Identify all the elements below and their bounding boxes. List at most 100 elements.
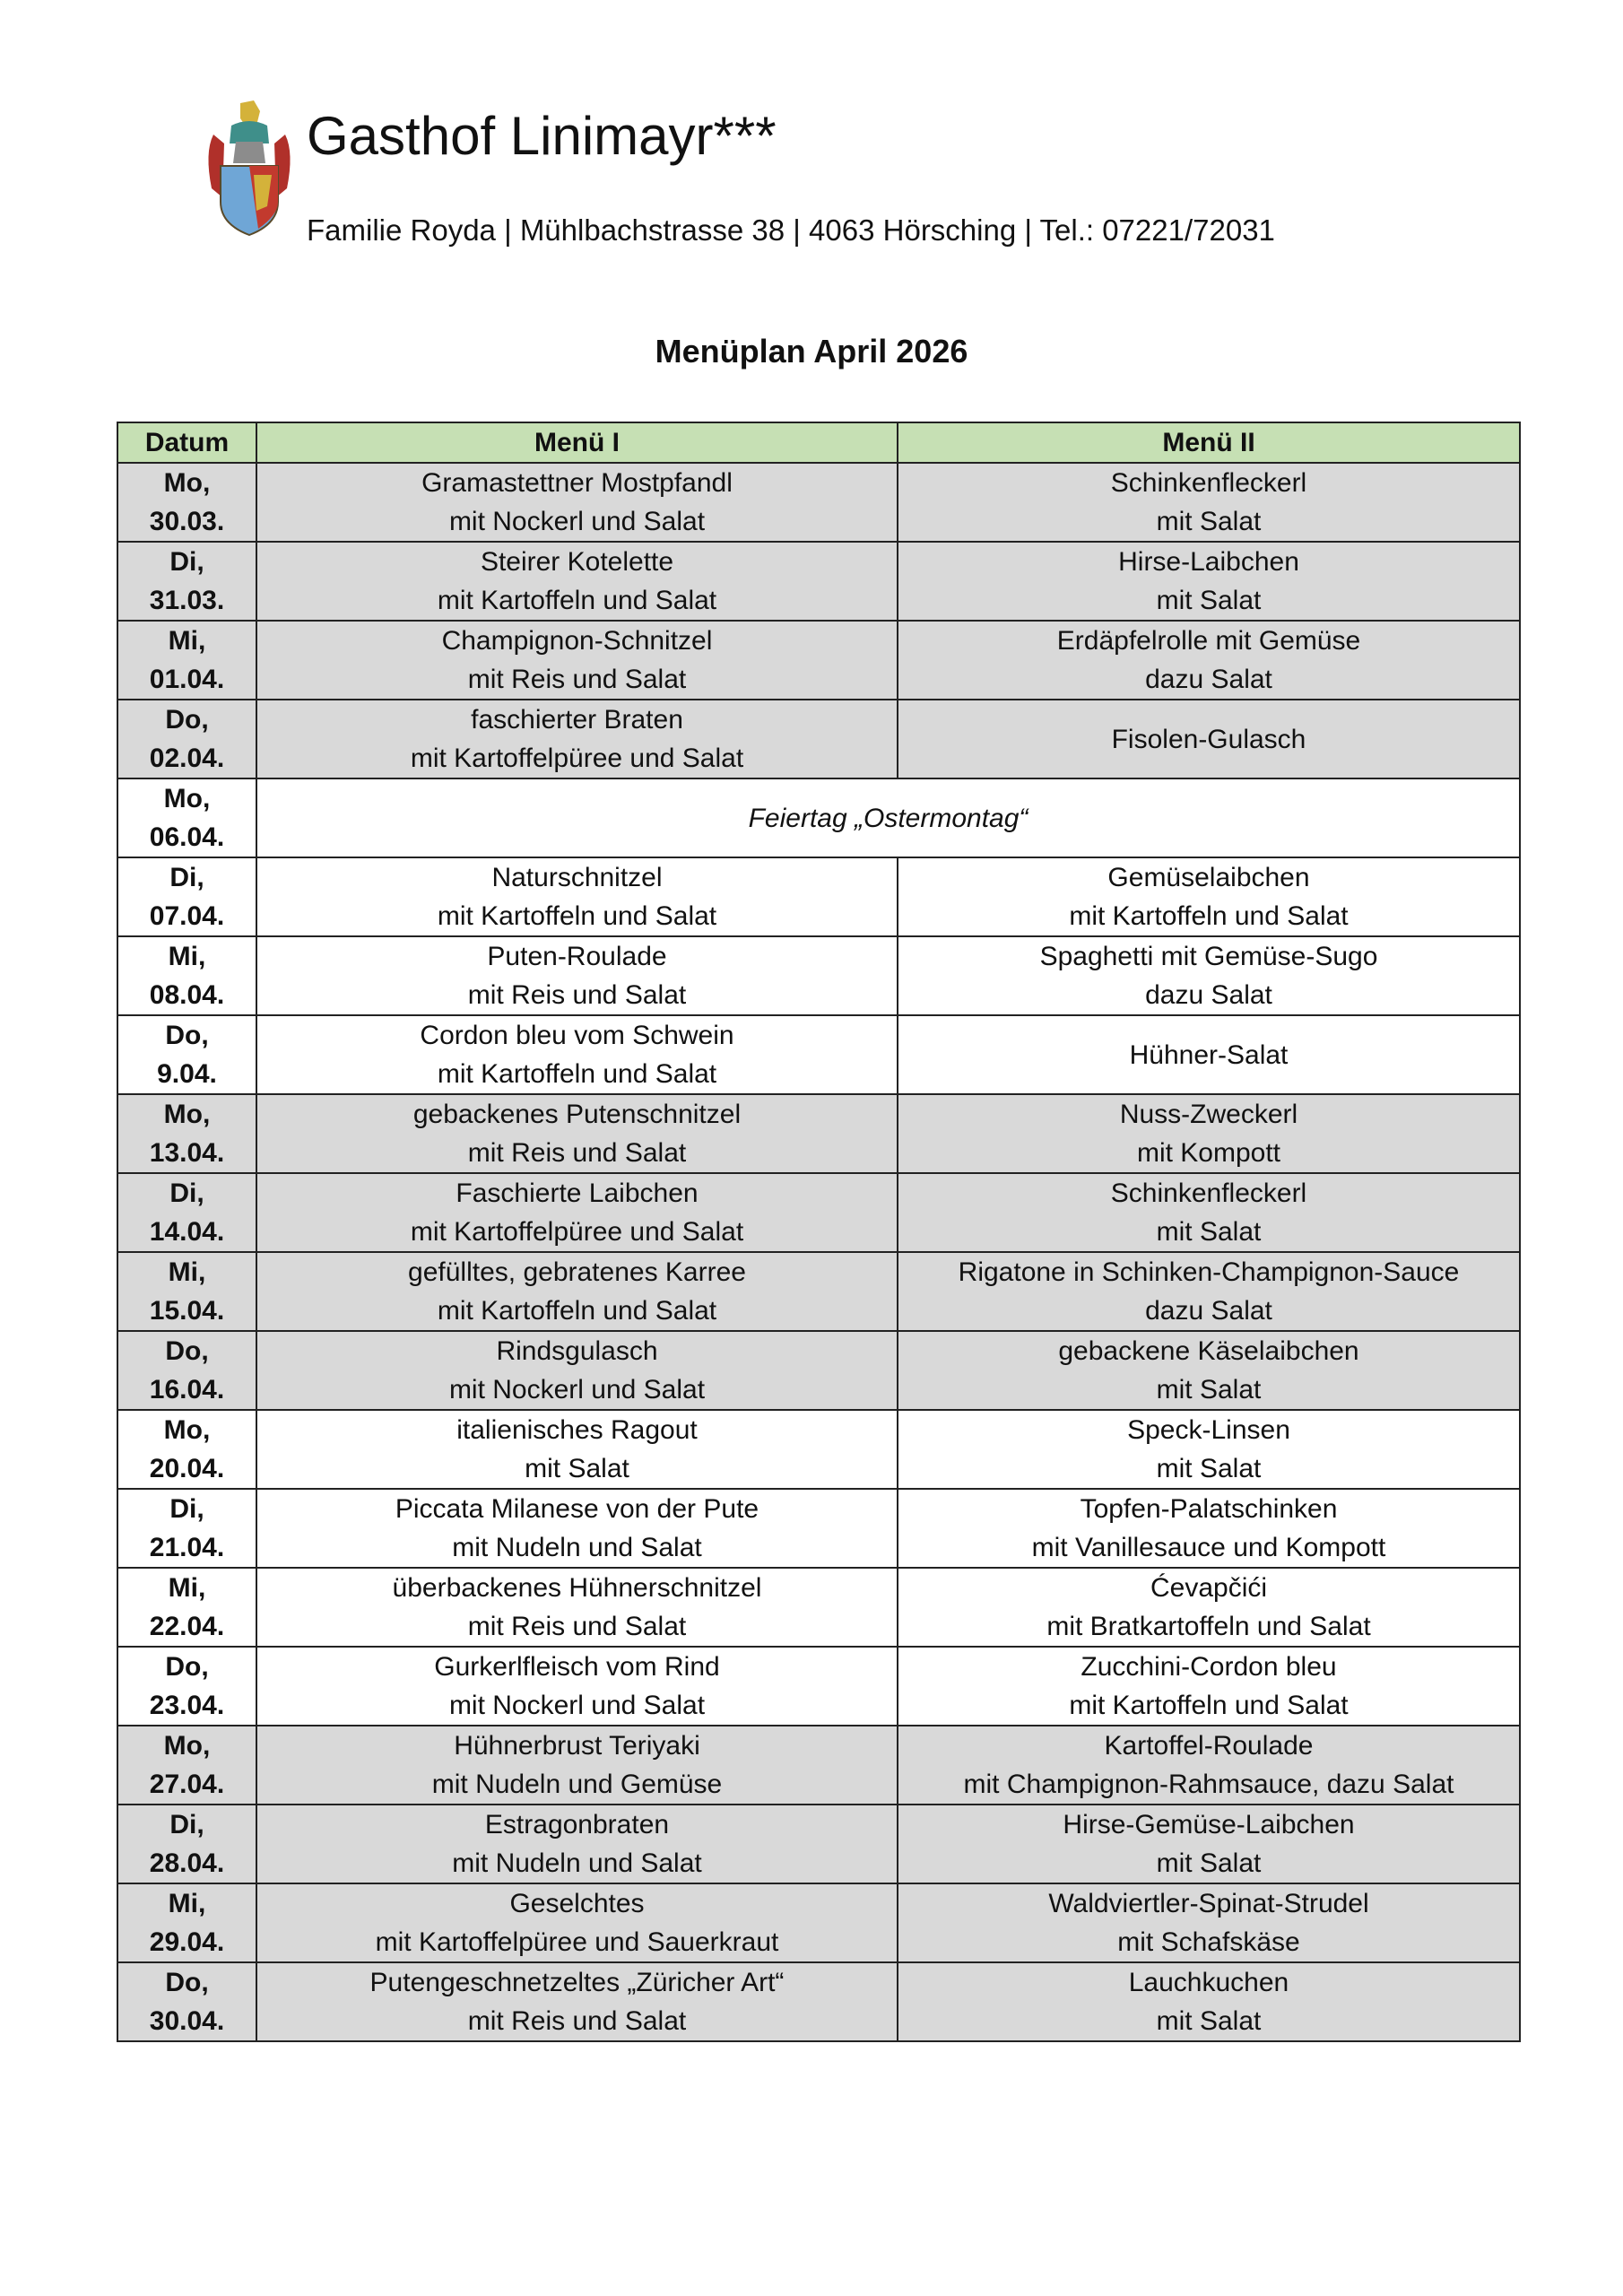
- menu-1-cell: Gurkerlfleisch vom Rind mit Nockerl und S…: [256, 1646, 898, 1726]
- menu-1-line: mit Salat: [525, 1454, 629, 1483]
- menu-1-line: mit Reis und Salat: [467, 665, 687, 694]
- weekday: Mo,: [163, 1731, 211, 1761]
- menu-2-cell: Spaghetti mit Gemüse-Sugo dazu Salat: [897, 935, 1521, 1016]
- menu-2-cell: Topfen-Palatschinken mit Vanillesauce und…: [897, 1488, 1521, 1569]
- table-row: Mi, 29.04. Geselchtes mit Kartoffelpüree un…: [117, 1883, 1521, 1963]
- menu-1-cell: Champignon-Schnitzel mit Reis und Salat: [256, 620, 898, 700]
- menu-2-cell: Nuss-Zweckerl mit Kompott: [897, 1093, 1521, 1174]
- menu-1-line: mit Kartoffeln und Salat: [437, 1059, 717, 1089]
- date-cell: Do, 02.04.: [117, 699, 257, 779]
- menu-2-line: mit Salat: [1156, 586, 1262, 615]
- menu-2-line: Gemüselaibchen: [1107, 863, 1310, 892]
- menu-2-line: Nuss-Zweckerl: [1119, 1100, 1298, 1129]
- column-header-date: Datum: [117, 422, 257, 464]
- weekday: Di,: [169, 1494, 204, 1524]
- weekday: Mo,: [163, 1100, 211, 1129]
- menu-1-cell: Faschierte Laibchen mit Kartoffelpüree un…: [256, 1172, 898, 1253]
- menu-2-line: Fisolen-Gulasch: [1111, 724, 1306, 754]
- menu-1-cell: Puten-Roulade mit Reis und Salat: [256, 935, 898, 1016]
- menu-1-cell: faschierter Braten mit Kartoffelpüree und…: [256, 699, 898, 779]
- menu-2-line: mit Bratkartoffeln und Salat: [1046, 1612, 1371, 1641]
- menu-2-cell: Hühner-Salat: [897, 1014, 1521, 1095]
- menu-2-line: gebackene Käselaibchen: [1058, 1336, 1359, 1366]
- date-cell: Di, 21.04.: [117, 1488, 257, 1569]
- menu-2-line: mit Salat: [1156, 1848, 1262, 1878]
- date-cell: Mi, 08.04.: [117, 935, 257, 1016]
- weekday: Do,: [165, 1652, 209, 1682]
- menu-1-cell: gebackenes Putenschnitzel mit Reis und Sa…: [256, 1093, 898, 1174]
- table-row: Do, 9.04. Cordon bleu vom Schwein mit Karto…: [117, 1014, 1521, 1095]
- menu-1-line: Geselchtes: [509, 1889, 645, 1918]
- menu-2-line: Spaghetti mit Gemüse-Sugo: [1039, 942, 1378, 971]
- table-row: Do, 02.04. faschierter Braten mit Kartoffel…: [117, 699, 1521, 779]
- menu-1-line: überbackenes Hühnerschnitzel: [392, 1573, 762, 1603]
- weekday: Mo,: [163, 468, 211, 498]
- menu-2-line: Speck-Linsen: [1127, 1415, 1290, 1445]
- menu-2-line: Waldviertler-Spinat-Strudel: [1048, 1889, 1369, 1918]
- table-row: Mo, 06.04. Feiertag „Ostermontag“: [117, 778, 1521, 858]
- menu-1-line: Naturschnitzel: [491, 863, 663, 892]
- table-row: Mi, 08.04. Puten-Roulade mit Reis und Salat…: [117, 935, 1521, 1016]
- date: 06.04.: [149, 822, 225, 852]
- menu-1-line: Steirer Kotelette: [480, 547, 674, 577]
- menu-1-line: mit Reis und Salat: [467, 2006, 687, 2036]
- date-cell: Mi, 22.04.: [117, 1567, 257, 1648]
- menu-2-line: mit Vanillesauce und Kompott: [1031, 1533, 1386, 1562]
- menu-1-line: mit Kartoffeln und Salat: [437, 901, 717, 931]
- menu-2-cell: Schinkenfleckerl mit Salat: [897, 1172, 1521, 1253]
- weekday: Di,: [169, 863, 204, 892]
- menu-2-line: Zucchini-Cordon bleu: [1081, 1652, 1337, 1682]
- date: 01.04.: [149, 665, 225, 694]
- menu-1-line: faschierter Braten: [471, 705, 683, 735]
- menu-2-cell: Hirse-Gemüse-Laibchen mit Salat: [897, 1804, 1521, 1884]
- date-cell: Mo, 30.03.: [117, 462, 257, 543]
- menu-2-cell: Fisolen-Gulasch: [897, 699, 1521, 779]
- menu-1-line: Faschierte Laibchen: [456, 1178, 699, 1208]
- weekday: Do,: [165, 705, 209, 735]
- menu-1-cell: gefülltes, gebratenes Karree mit Kartoffe…: [256, 1251, 898, 1332]
- menu-1-line: mit Kartoffelpüree und Salat: [410, 1217, 744, 1247]
- date: 23.04.: [149, 1691, 225, 1720]
- menu-1-cell: italienisches Ragout mit Salat: [256, 1409, 898, 1490]
- date: 31.03.: [149, 586, 225, 615]
- date-cell: Do, 16.04.: [117, 1330, 257, 1411]
- menu-2-line: Kartoffel-Roulade: [1104, 1731, 1314, 1761]
- holiday-label: Feiertag „Ostermontag“: [748, 803, 1028, 833]
- date: 14.04.: [149, 1217, 225, 1247]
- date-cell: Mi, 15.04.: [117, 1251, 257, 1332]
- date-cell: Di, 28.04.: [117, 1804, 257, 1884]
- menu-2-cell: gebackene Käselaibchen mit Salat: [897, 1330, 1521, 1411]
- menu-1-cell: Putengeschnetzeltes „Züricher Art“ mit Re…: [256, 1961, 898, 2042]
- weekday: Mi,: [168, 626, 206, 656]
- menu-2-cell: Lauchkuchen mit Salat: [897, 1961, 1521, 2042]
- table-row: Di, 14.04. Faschierte Laibchen mit Kartoffe…: [117, 1172, 1521, 1253]
- date: 22.04.: [149, 1612, 225, 1641]
- table-row: Do, 23.04. Gurkerlfleisch vom Rind mit Nock…: [117, 1646, 1521, 1726]
- menu-1-line: Rindsgulasch: [496, 1336, 658, 1366]
- table-row: Di, 31.03. Steirer Kotelette mit Kartoffeln…: [117, 541, 1521, 622]
- menu-2-line: dazu Salat: [1145, 665, 1272, 694]
- menu-1-line: mit Nudeln und Gemüse: [431, 1770, 723, 1799]
- menu-1-line: mit Reis und Salat: [467, 1612, 687, 1641]
- menu-2-line: Lauchkuchen: [1128, 1968, 1289, 1997]
- menu-1-cell: Cordon bleu vom Schwein mit Kartoffeln un…: [256, 1014, 898, 1095]
- menu-1-line: Champignon-Schnitzel: [441, 626, 713, 656]
- menu-1-line: Gramastettner Mostpfandl: [421, 468, 733, 498]
- menu-2-line: mit Champignon-Rahmsauce, dazu Salat: [963, 1770, 1454, 1799]
- date: 28.04.: [149, 1848, 225, 1878]
- table-row: Mo, 13.04. gebackenes Putenschnitzel mit Re…: [117, 1093, 1521, 1174]
- menu-1-cell: Steirer Kotelette mit Kartoffeln und Sala…: [256, 541, 898, 622]
- date-cell: Di, 31.03.: [117, 541, 257, 622]
- table-row: Mi, 01.04. Champignon-Schnitzel mit Reis un…: [117, 620, 1521, 700]
- date-cell: Mo, 20.04.: [117, 1409, 257, 1490]
- weekday: Di,: [169, 1178, 204, 1208]
- menu-1-line: mit Kartoffeln und Salat: [437, 1296, 717, 1326]
- date: 30.03.: [149, 507, 225, 536]
- weekday: Mi,: [168, 1573, 206, 1603]
- date-cell: Di, 14.04.: [117, 1172, 257, 1253]
- menu-1-cell: Estragonbraten mit Nudeln und Salat: [256, 1804, 898, 1884]
- menu-2-line: mit Kompott: [1136, 1138, 1281, 1168]
- menu-1-cell: Piccata Milanese von der Pute mit Nudeln …: [256, 1488, 898, 1569]
- date-cell: Mi, 01.04.: [117, 620, 257, 700]
- menu-1-cell: Naturschnitzel mit Kartoffeln und Salat: [256, 857, 898, 937]
